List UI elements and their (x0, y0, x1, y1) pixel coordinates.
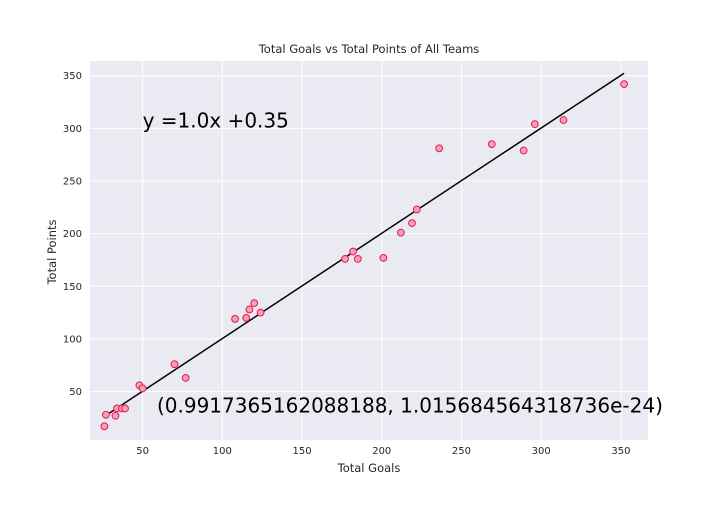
x-tick-label: 150 (292, 446, 311, 457)
data-point (100, 422, 109, 431)
data-point (353, 255, 362, 263)
correlation-annotation: (0.9917365162088188, 1.015684564318736e-… (157, 394, 663, 418)
y-axis-ticks: 50 100 150 200 250 300 350 (63, 71, 82, 398)
y-tick-label: 350 (63, 71, 82, 82)
x-axis-ticks: 50 100 150 200 250 300 350 (136, 446, 630, 457)
y-axis-label: Total Points (45, 219, 59, 285)
data-point (408, 219, 416, 228)
data-point (487, 140, 496, 149)
data-point (256, 308, 265, 317)
equation-annotation: y =1.0x +0.35 (143, 108, 289, 132)
y-tick-label: 150 (63, 282, 82, 293)
data-point (349, 247, 357, 256)
data-point (435, 144, 444, 153)
data-point (231, 315, 239, 323)
x-tick-label: 300 (532, 446, 551, 457)
regression-line-group (103, 72, 625, 418)
x-tick-label: 100 (213, 446, 232, 457)
x-tick-label: 200 (372, 446, 391, 457)
data-point (519, 146, 528, 155)
data-point (102, 410, 110, 419)
chart-title: Total Goals vs Total Points of All Teams (258, 42, 480, 56)
y-tick-label: 250 (63, 177, 82, 188)
y-tick-label: 300 (63, 124, 82, 135)
data-point (341, 255, 349, 263)
data-point (121, 404, 129, 413)
grid-lines (90, 61, 648, 440)
data-point (559, 116, 568, 124)
data-point (250, 299, 259, 308)
data-point (379, 253, 388, 262)
data-point (170, 360, 179, 369)
data-point (620, 80, 628, 89)
x-axis-label: Total Goals (337, 461, 401, 475)
annotations: y =1.0x +0.35 (0.9917365162088188, 1.0156… (143, 108, 663, 417)
y-tick-label: 50 (69, 387, 82, 398)
data-point (530, 120, 539, 129)
x-tick-label: 250 (452, 446, 471, 457)
y-tick-label: 100 (63, 334, 82, 345)
data-point (111, 411, 120, 420)
data-point (242, 313, 251, 322)
x-tick-label: 50 (136, 446, 149, 457)
data-point (181, 373, 190, 382)
regression-line (103, 72, 625, 418)
data-points (100, 80, 628, 431)
data-point (138, 384, 147, 393)
y-tick-label: 200 (63, 229, 82, 240)
data-point (412, 205, 421, 214)
x-tick-label: 350 (611, 446, 630, 457)
data-point (245, 305, 254, 314)
data-point (396, 228, 405, 237)
